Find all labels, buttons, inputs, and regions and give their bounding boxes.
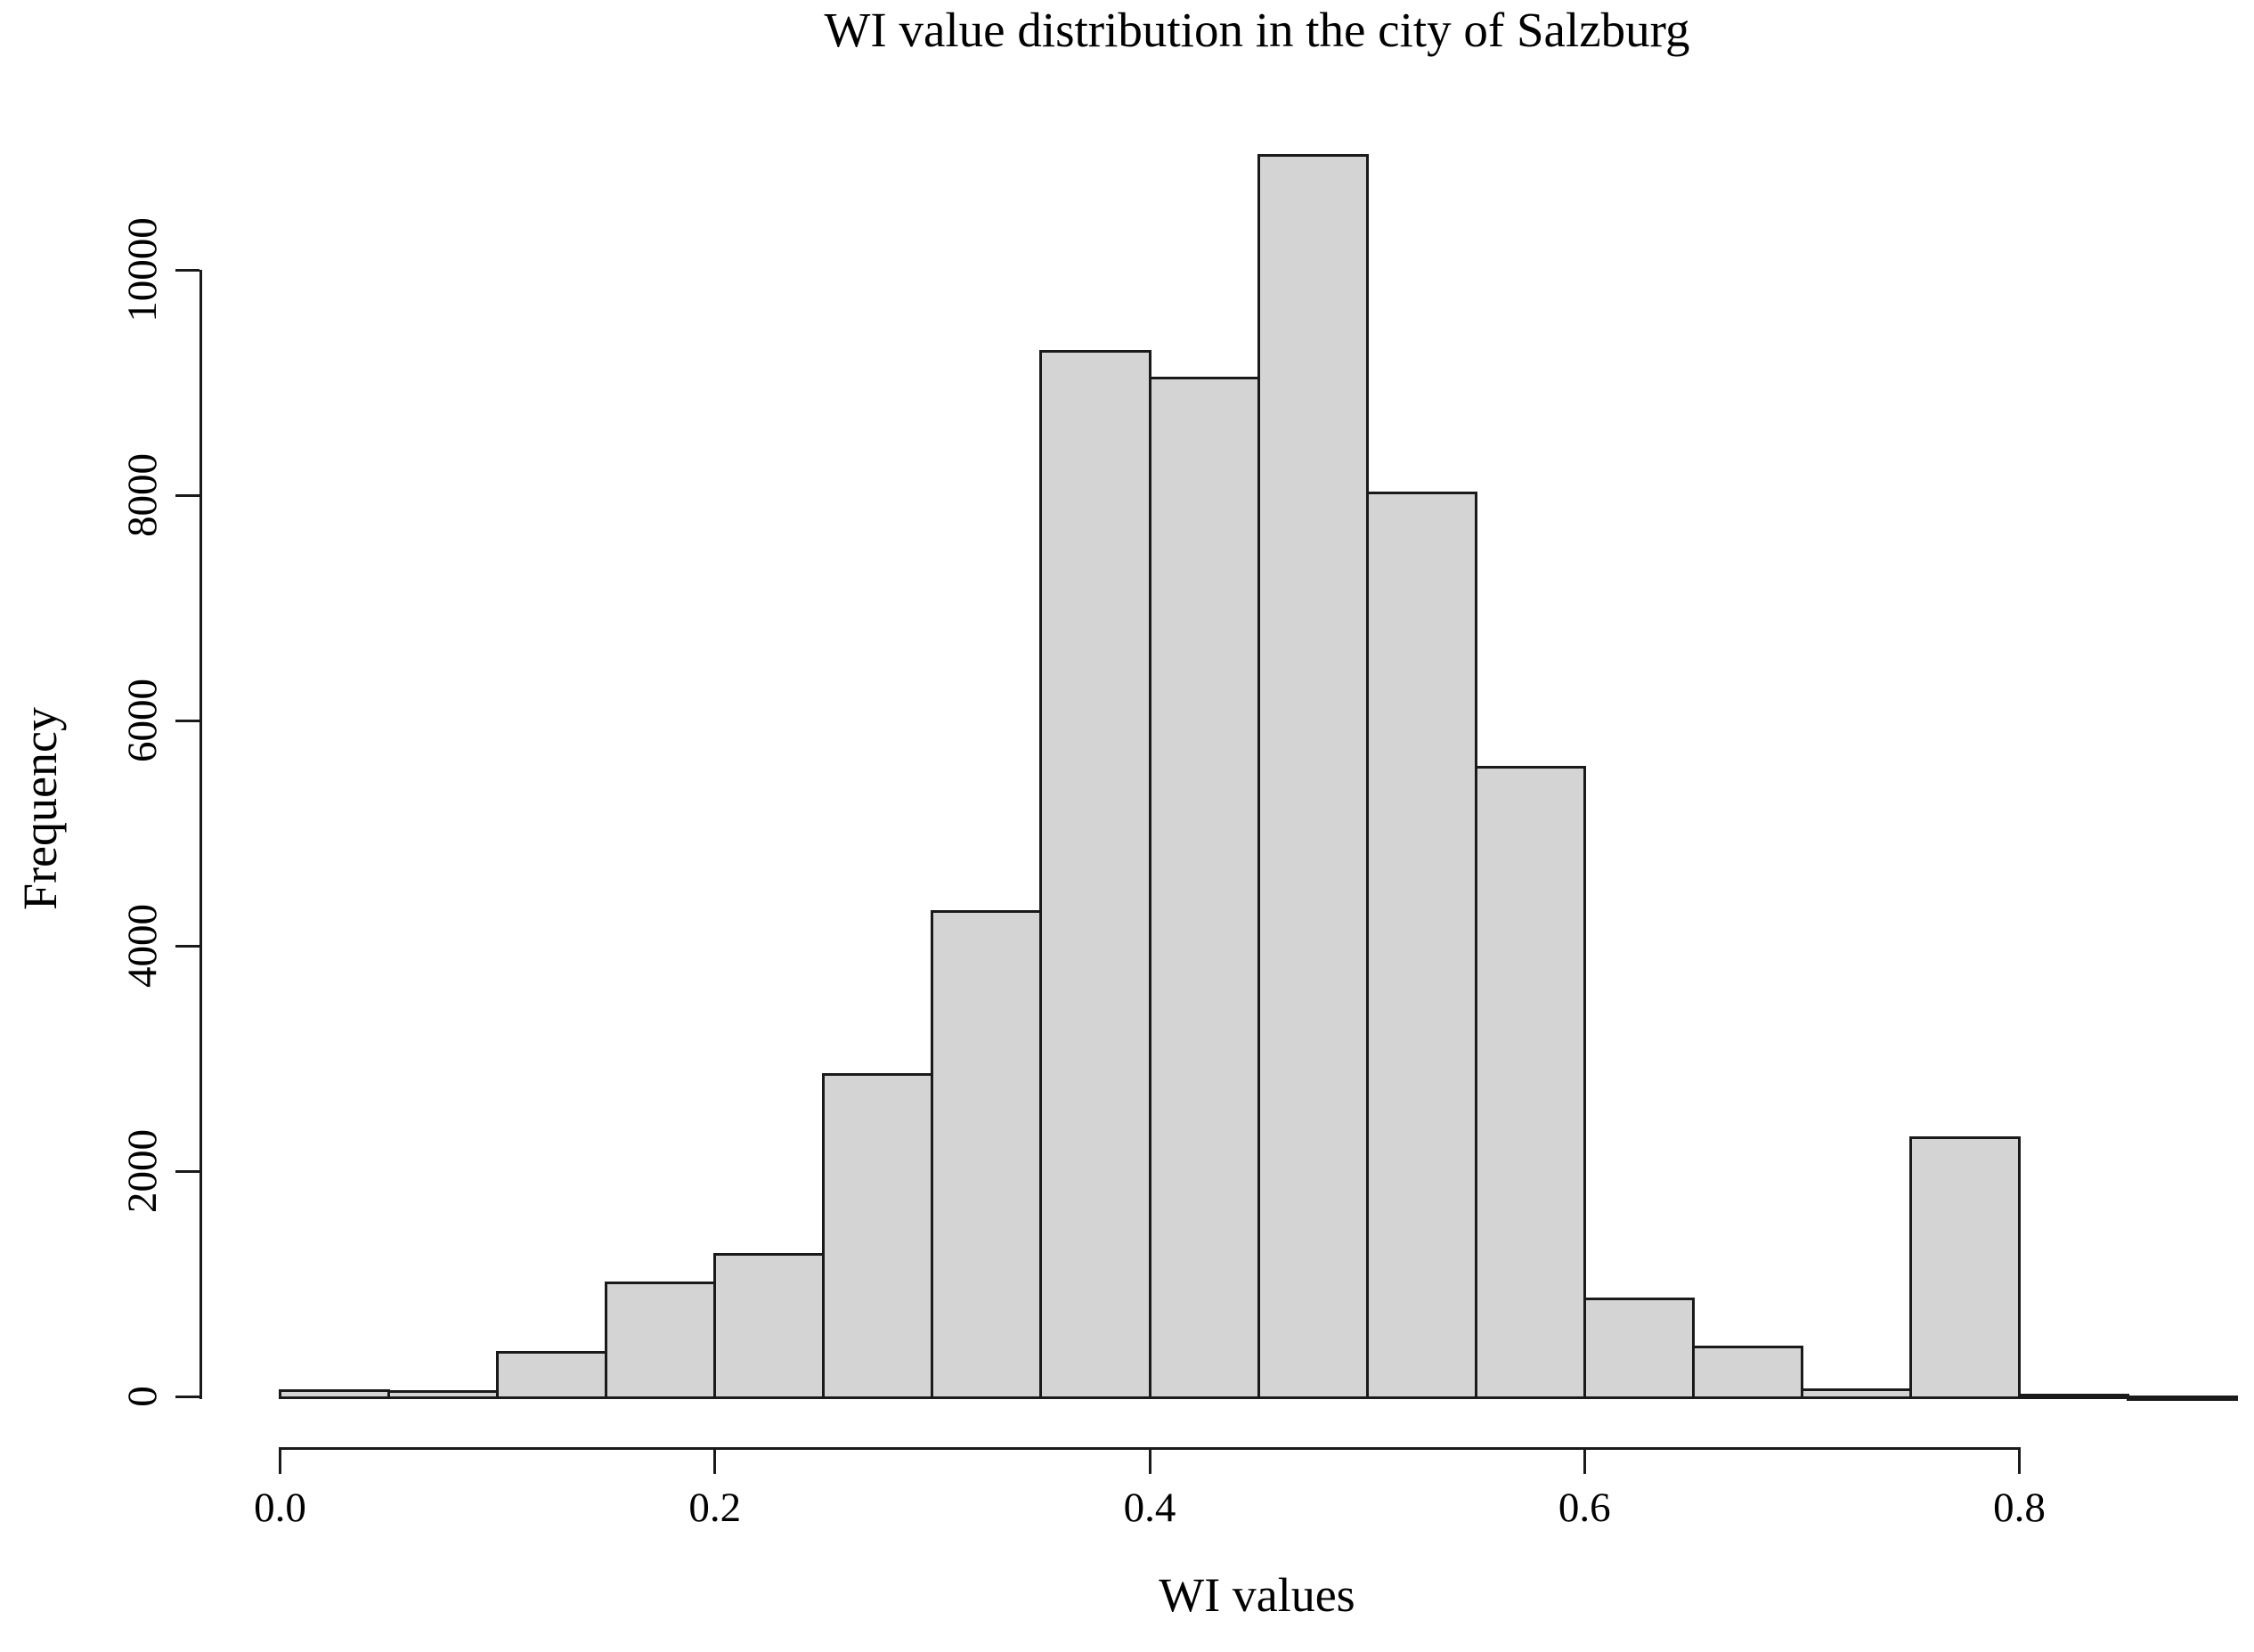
histogram-bar: [1148, 377, 1260, 1399]
histogram-bar: [1691, 1346, 1803, 1399]
histogram-bar: [279, 1388, 391, 1399]
histogram-bar: [1800, 1388, 1912, 1399]
y-tick-mark: [175, 493, 199, 497]
x-tick-mark: [279, 1450, 281, 1474]
y-tick-mark: [175, 1169, 199, 1173]
y-tick-mark: [175, 1395, 199, 1398]
y-tick-label: 6000: [119, 679, 166, 762]
y-tick-mark: [175, 944, 199, 948]
histogram-bar: [496, 1351, 608, 1399]
y-tick-label: 0: [119, 1386, 166, 1407]
x-tick-label: 0.2: [688, 1485, 742, 1531]
histogram-bar: [1908, 1135, 2021, 1399]
histogram-bar: [2018, 1394, 2130, 1400]
histogram-bar: [713, 1253, 826, 1399]
x-tick-label: 0.0: [254, 1485, 306, 1531]
x-tick-label: 0.6: [1558, 1485, 1611, 1531]
y-tick-label: 8000: [119, 453, 166, 537]
histogram-bar: [1583, 1297, 1695, 1399]
histogram-bar: [387, 1390, 500, 1399]
x-tick-mark: [2018, 1450, 2021, 1474]
histogram-bar: [1474, 765, 1586, 1399]
histogram-bar: [1039, 349, 1151, 1399]
y-tick-label: 10000: [119, 217, 166, 322]
y-tick-label: 4000: [119, 904, 166, 988]
y-tick-mark: [175, 719, 199, 722]
x-tick-label: 0.8: [1993, 1485, 2046, 1531]
histogram-bar: [931, 909, 1043, 1399]
x-tick-mark: [1148, 1450, 1151, 1474]
histogram-bar: [605, 1281, 717, 1399]
histogram-bar: [1365, 492, 1477, 1399]
x-axis-label: WI values: [1159, 1568, 1355, 1622]
chart-title: WI value distribution in the city of Sal…: [824, 3, 1690, 57]
y-tick-label: 2000: [119, 1129, 166, 1213]
histogram-bar: [822, 1072, 934, 1399]
x-tick-mark: [1583, 1450, 1586, 1474]
x-axis-line: [279, 1447, 2021, 1450]
x-tick-mark: [713, 1450, 717, 1474]
histogram-bar: [2127, 1395, 2239, 1401]
x-tick-label: 0.4: [1123, 1485, 1176, 1531]
y-axis-line: [199, 270, 202, 1399]
histogram-bar: [1257, 153, 1369, 1399]
y-axis-label: Frequency: [13, 707, 67, 910]
y-tick-mark: [175, 268, 199, 272]
